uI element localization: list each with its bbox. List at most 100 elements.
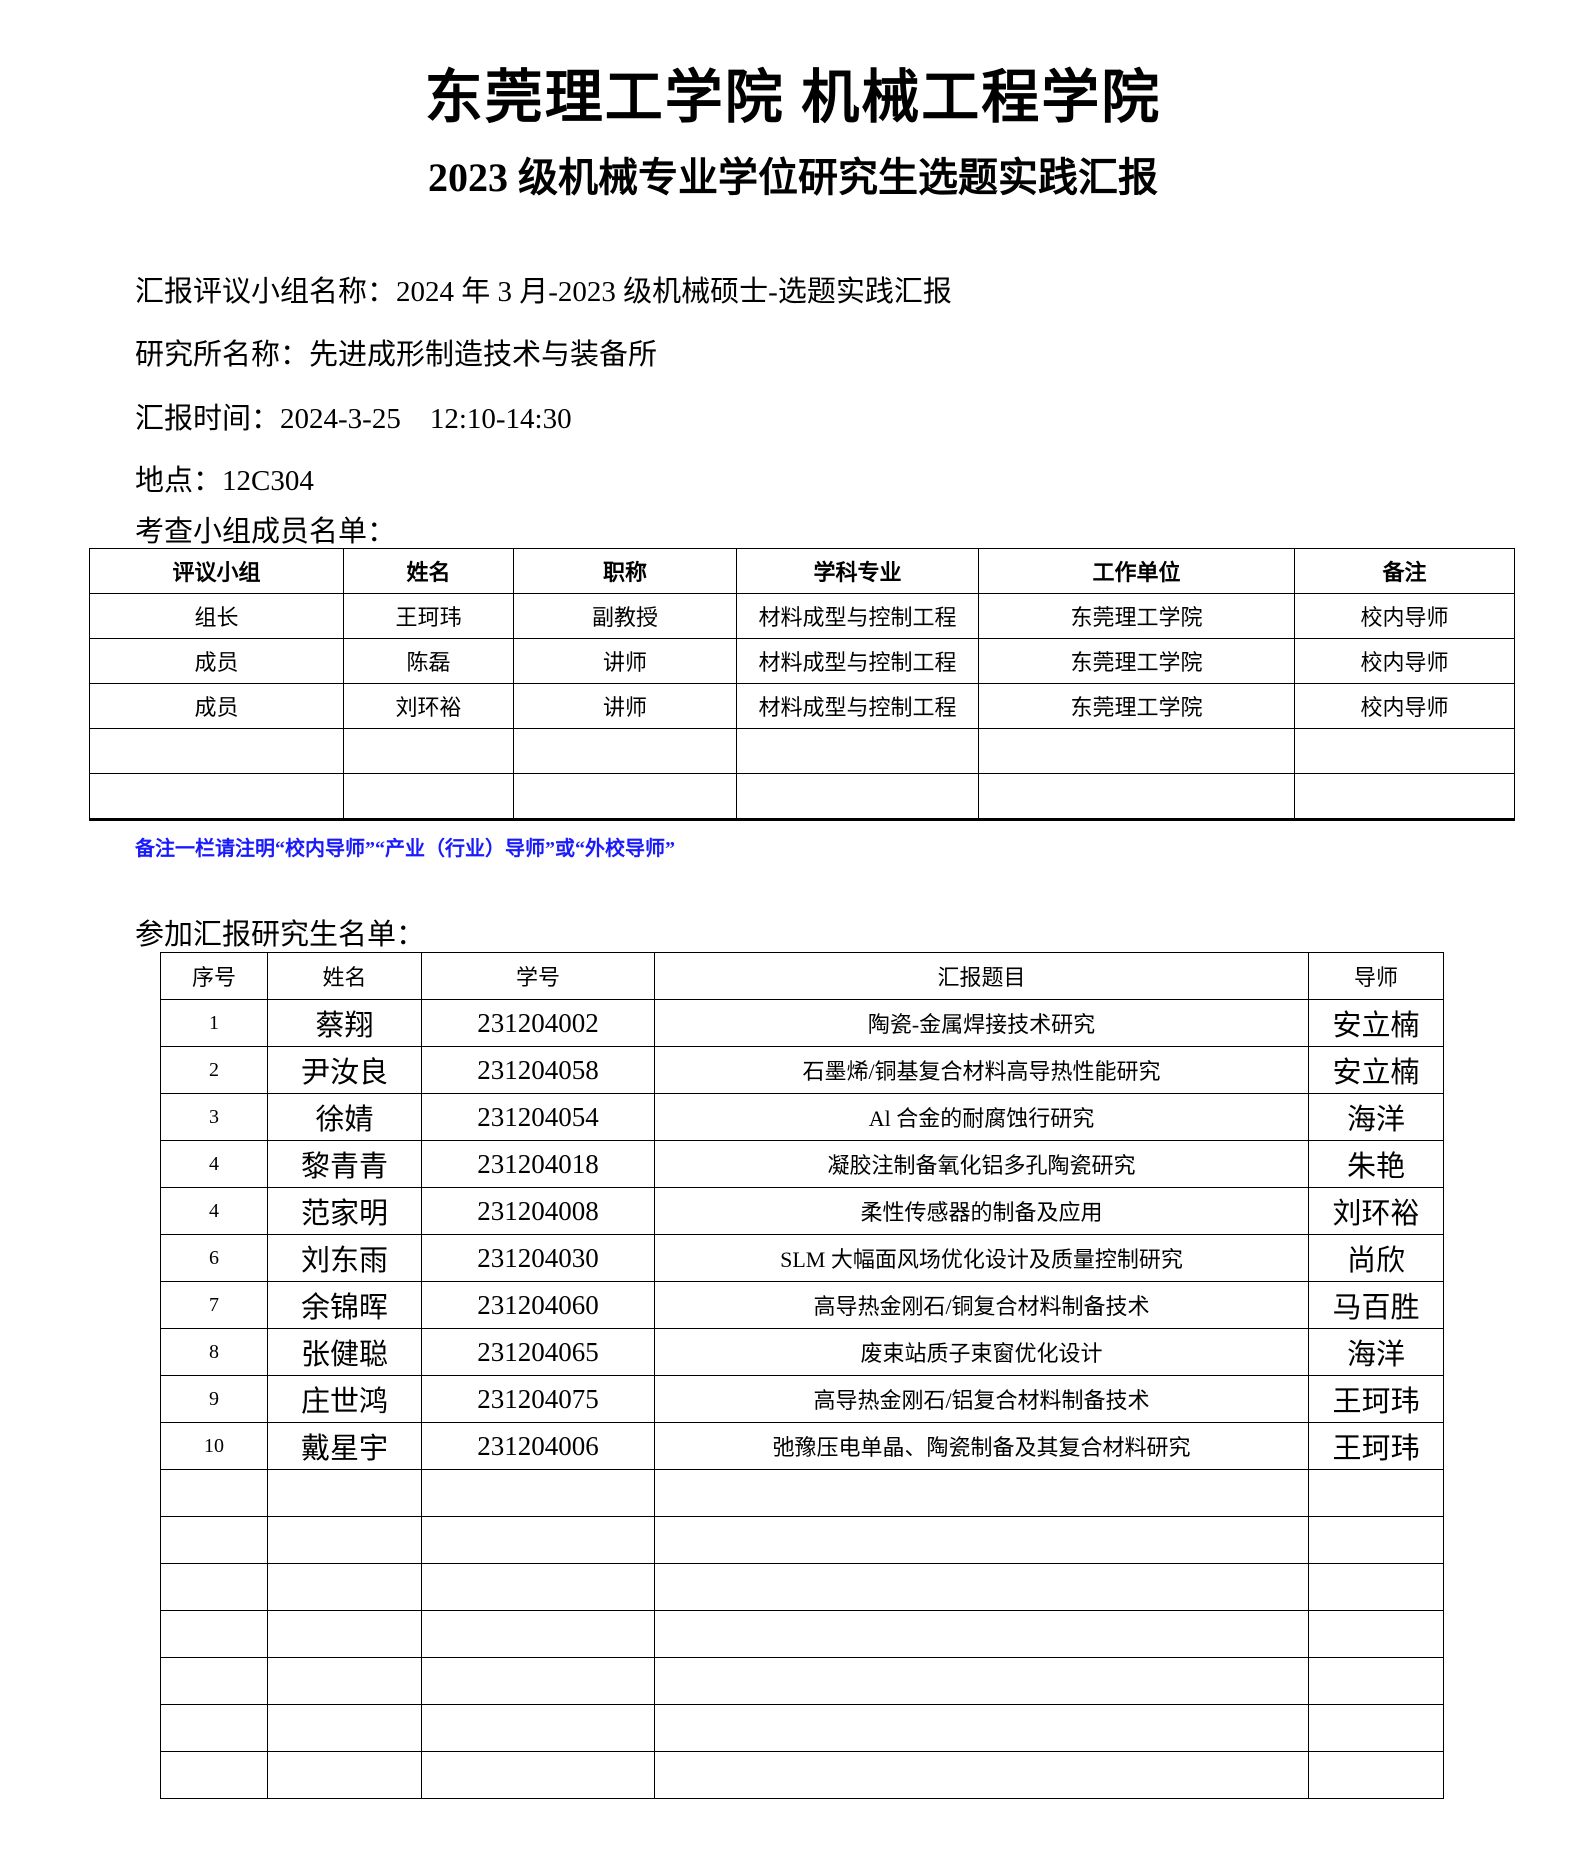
- table-cell: [1308, 1610, 1444, 1658]
- table-cell: 庄世鸿: [267, 1375, 422, 1423]
- table-cell: 4: [160, 1140, 268, 1188]
- column-header: 姓名: [343, 548, 514, 594]
- column-header: 备注: [1294, 548, 1515, 594]
- committee-row: 组长 王珂玮 副教授 材料成型与控制工程 东莞理工学院 校内导师: [89, 593, 1515, 639]
- table-cell: 尹汝良: [267, 1046, 422, 1094]
- table-cell: 刘环裕: [343, 683, 514, 729]
- table-cell: 231204018: [421, 1140, 655, 1188]
- committee-row: [89, 728, 1515, 774]
- table-cell: [267, 1610, 422, 1658]
- table-cell: 副教授: [513, 593, 737, 639]
- student-row: [160, 1657, 1444, 1705]
- table-cell: [267, 1516, 422, 1564]
- committee-row: 成员 刘环裕 讲师 材料成型与控制工程 东莞理工学院 校内导师: [89, 683, 1515, 729]
- table-cell: 231204075: [421, 1375, 655, 1423]
- table-cell: 海洋: [1308, 1328, 1444, 1376]
- table-cell: [160, 1469, 268, 1517]
- table-cell: 231204065: [421, 1328, 655, 1376]
- table-cell: [1308, 1704, 1444, 1752]
- table-cell: 讲师: [513, 683, 737, 729]
- table-cell: [267, 1563, 422, 1611]
- column-header: 姓名: [267, 952, 422, 1000]
- table-cell: 东莞理工学院: [978, 683, 1295, 729]
- table-cell: 徐婧: [267, 1093, 422, 1141]
- table-cell: [654, 1657, 1309, 1705]
- table-cell: 王珂玮: [343, 593, 514, 639]
- table-cell: [978, 773, 1295, 821]
- committee-row: 成员 陈磊 讲师 材料成型与控制工程 东莞理工学院 校内导师: [89, 638, 1515, 684]
- table-cell: 3: [160, 1093, 268, 1141]
- student-row: 6 刘东雨 231204030 SLM 大幅面风场优化设计及质量控制研究 尚欣: [160, 1234, 1444, 1282]
- page-title: 东莞理工学院 机械工程学院: [424, 65, 1162, 130]
- table-cell: 10: [160, 1422, 268, 1470]
- table-cell: 刘环裕: [1308, 1187, 1444, 1235]
- table-cell: 231204002: [421, 999, 655, 1047]
- page-subtitle: 2023 级机械专业学位研究生选题实践汇报: [428, 155, 1158, 200]
- student-row: 3 徐婧 231204054 Al 合金的耐腐蚀行研究 海洋: [160, 1093, 1444, 1141]
- table-cell: [1294, 728, 1515, 774]
- table-cell: [654, 1610, 1309, 1658]
- table-cell: [654, 1751, 1309, 1799]
- students-table: 序号 姓名 学号 汇报题目 导师 1 蔡翔 231204002 陶瓷-金属焊接技术研究 安立楠 2 尹…: [160, 952, 1444, 1799]
- table-cell: 安立楠: [1308, 1046, 1444, 1094]
- student-row: 7 余锦晖 231204060 高导热金刚石/铜复合材料制备技术 马百胜: [160, 1281, 1444, 1329]
- table-cell: 刘东雨: [267, 1234, 422, 1282]
- table-cell: 231204006: [421, 1422, 655, 1470]
- table-cell: 王珂玮: [1308, 1422, 1444, 1470]
- table-cell: 蔡翔: [267, 999, 422, 1047]
- table-cell: [343, 728, 514, 774]
- table-cell: [1308, 1657, 1444, 1705]
- table-cell: [736, 773, 979, 821]
- table-cell: [1308, 1751, 1444, 1799]
- table-cell: 高导热金刚石/铜复合材料制备技术: [654, 1281, 1309, 1329]
- table-cell: [421, 1610, 655, 1658]
- column-header: 职称: [513, 548, 737, 594]
- committee-row: [89, 773, 1515, 821]
- table-cell: [736, 728, 979, 774]
- table-cell: Al 合金的耐腐蚀行研究: [654, 1093, 1309, 1141]
- table-cell: [89, 728, 344, 774]
- table-cell: [421, 1704, 655, 1752]
- table-cell: [1308, 1516, 1444, 1564]
- table-cell: 余锦晖: [267, 1281, 422, 1329]
- student-row: 4 黎青青 231204018 凝胶注制备氧化铝多孔陶瓷研究 朱艳: [160, 1140, 1444, 1188]
- table-cell: 凝胶注制备氧化铝多孔陶瓷研究: [654, 1140, 1309, 1188]
- table-cell: 石墨烯/铜基复合材料高导热性能研究: [654, 1046, 1309, 1094]
- table-cell: 231204058: [421, 1046, 655, 1094]
- table-cell: [160, 1751, 268, 1799]
- table-cell: 校内导师: [1294, 683, 1515, 729]
- table-cell: 1: [160, 999, 268, 1047]
- table-cell: 黎青青: [267, 1140, 422, 1188]
- table-cell: [421, 1657, 655, 1705]
- table-cell: 讲师: [513, 638, 737, 684]
- table-cell: [160, 1704, 268, 1752]
- column-header: 评议小组: [89, 548, 344, 594]
- table-cell: [267, 1751, 422, 1799]
- table-cell: [421, 1516, 655, 1564]
- table-cell: 东莞理工学院: [978, 593, 1295, 639]
- table-cell: 材料成型与控制工程: [736, 638, 979, 684]
- column-header: 导师: [1308, 952, 1444, 1000]
- table-cell: [978, 728, 1295, 774]
- table-cell: 组长: [89, 593, 344, 639]
- column-header: 汇报题目: [654, 952, 1309, 1000]
- table-cell: [1308, 1563, 1444, 1611]
- table-cell: 231204060: [421, 1281, 655, 1329]
- student-row: [160, 1563, 1444, 1611]
- committee-table: 评议小组 姓名 职称 学科专业 工作单位 备注 组长 王珂玮 副教授 材料成型与控制工程 东莞理工学…: [89, 548, 1515, 821]
- table-cell: [1294, 773, 1515, 821]
- table-cell: 东莞理工学院: [978, 638, 1295, 684]
- table-cell: [160, 1516, 268, 1564]
- table-cell: [267, 1704, 422, 1752]
- table-cell: 7: [160, 1281, 268, 1329]
- table-cell: 4: [160, 1187, 268, 1235]
- table-cell: 校内导师: [1294, 593, 1515, 639]
- table-cell: [654, 1469, 1309, 1517]
- table-cell: 王珂玮: [1308, 1375, 1444, 1423]
- table-cell: 张健聪: [267, 1328, 422, 1376]
- table-cell: 231204030: [421, 1234, 655, 1282]
- table-cell: [654, 1563, 1309, 1611]
- table-cell: 马百胜: [1308, 1281, 1444, 1329]
- table-cell: 8: [160, 1328, 268, 1376]
- table-cell: 陶瓷-金属焊接技术研究: [654, 999, 1309, 1047]
